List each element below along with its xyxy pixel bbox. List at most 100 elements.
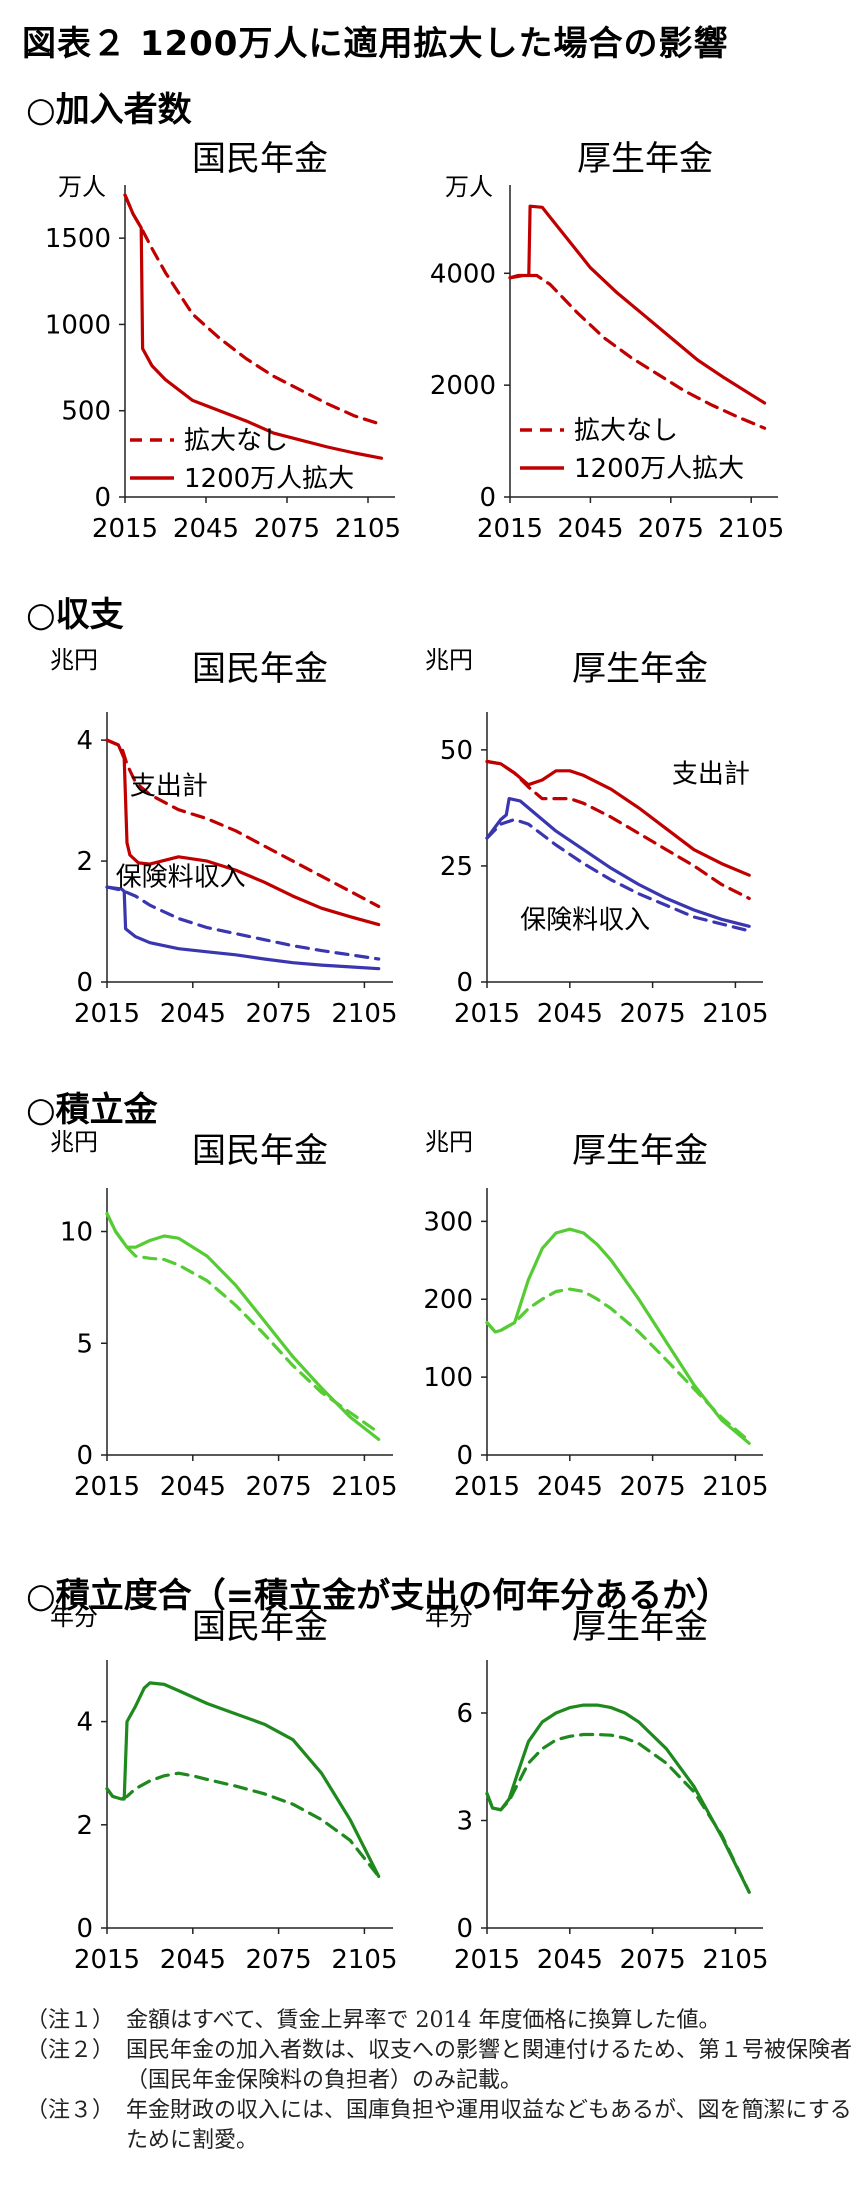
y-tick-label: 10 xyxy=(60,1218,93,1248)
y-tick-label: 100 xyxy=(423,1363,473,1393)
note-text: 金額はすべて、賃金上昇率で 2014 年度価格に換算した値。 xyxy=(126,2008,721,2033)
x-tick-label: 2105 xyxy=(331,1472,397,1502)
chart-panel-c8: 厚生年金 年分 0 3 6 2015 2045 2075 2105 xyxy=(425,1603,768,1975)
legend-label: 拡大なし xyxy=(184,426,288,456)
series-line xyxy=(105,885,381,961)
x-tick-label: 2075 xyxy=(620,1472,686,1502)
x-tick-label: 2045 xyxy=(160,1945,226,1975)
x-tick-label: 2015 xyxy=(74,999,140,1029)
x-tick-label: 2075 xyxy=(638,514,704,544)
y-tick-label: 6 xyxy=(456,1699,473,1729)
y-tick-label: 0 xyxy=(76,1441,93,1471)
series-line xyxy=(485,1703,751,1894)
x-tick-label: 2015 xyxy=(454,1945,520,1975)
x-tick-label: 2075 xyxy=(620,1945,686,1975)
x-tick-label: 2105 xyxy=(331,999,397,1029)
note-text: 国民年金の加入者数は、収支への影響と関連付けるため、第１号被保険者（国民年金保険… xyxy=(126,2038,853,2093)
y-tick-label: 4 xyxy=(76,726,93,756)
legend-label: 1200万人拡大 xyxy=(574,454,744,484)
chart-panel-c5: 国民年金 兆円 0 5 10 2015 2045 2075 2105 xyxy=(50,1128,397,1502)
y-axis-unit: 万人 xyxy=(445,173,493,201)
y-tick-label: 3 xyxy=(456,1807,473,1837)
series-line xyxy=(485,759,751,901)
y-tick-label: 0 xyxy=(456,1914,473,1944)
x-tick-label: 2105 xyxy=(702,1945,768,1975)
x-tick-label: 2105 xyxy=(331,1945,397,1975)
section-heading-members: ○加入者数 xyxy=(26,90,192,130)
series-line xyxy=(485,796,751,928)
y-tick-label: 0 xyxy=(76,968,93,998)
x-tick-label: 2045 xyxy=(537,999,603,1029)
x-tick-label: 2045 xyxy=(173,514,239,544)
note-label: （注２） xyxy=(26,2038,115,2063)
series-line xyxy=(105,738,381,927)
x-tick-label: 2075 xyxy=(246,999,312,1029)
y-axis-unit: 万人 xyxy=(58,173,106,201)
chart-panel-c6: 厚生年金 兆円 0 100 200 300 2015 2045 2075 2105 xyxy=(423,1128,768,1502)
x-tick-label: 2015 xyxy=(454,1472,520,1502)
x-tick-label: 2105 xyxy=(702,999,768,1029)
x-tick-label: 2075 xyxy=(254,514,320,544)
y-tick-label: 5 xyxy=(76,1329,93,1359)
y-tick-label: 0 xyxy=(94,483,111,513)
series-line xyxy=(485,1287,751,1443)
note-text: 年金財政の収入には、国庫負担や運用収益などもあるが、図を簡潔にするために割愛。 xyxy=(126,2098,852,2153)
y-tick-label: 200 xyxy=(423,1285,473,1315)
series-line xyxy=(485,1732,751,1894)
x-tick-label: 2105 xyxy=(335,514,401,544)
note-2: （注２） 国民年金の加入者数は、収支への影響と関連付けるため、第１号被保険者（国民… xyxy=(26,2036,856,2096)
y-axis-unit: 兆円 xyxy=(50,646,98,674)
series-line xyxy=(105,1211,381,1435)
series-line xyxy=(105,1211,381,1442)
legend-label: 拡大なし xyxy=(574,416,678,446)
y-tick-label: 2 xyxy=(76,847,93,877)
y-tick-label: 25 xyxy=(440,852,473,882)
y-tick-label: 0 xyxy=(76,1914,93,1944)
series-line xyxy=(105,885,381,971)
series-annotation: 支出計 xyxy=(130,772,208,802)
y-tick-label: 2000 xyxy=(430,371,496,401)
y-tick-label: 300 xyxy=(423,1207,473,1237)
x-tick-label: 2045 xyxy=(537,1472,603,1502)
chart-panel-c7: 国民年金 年分 0 2 4 2015 2045 2075 2105 xyxy=(50,1603,397,1975)
legend-label: 1200万人拡大 xyxy=(184,464,354,494)
y-tick-label: 500 xyxy=(61,397,111,427)
x-tick-label: 2045 xyxy=(557,514,623,544)
y-axis-unit: 年分 xyxy=(50,1603,98,1631)
figure-title: 図表２ 1200万人に適用拡大した場合の影響 xyxy=(22,24,729,64)
x-tick-label: 2045 xyxy=(160,999,226,1029)
series-annotation: 保険料収入 xyxy=(116,862,246,892)
x-tick-label: 2075 xyxy=(246,1472,312,1502)
x-tick-label: 2045 xyxy=(537,1945,603,1975)
section-heading-reserve: ○積立金 xyxy=(26,1090,158,1130)
chart-title: 厚生年金 xyxy=(572,1607,708,1647)
chart-title: 厚生年金 xyxy=(577,139,713,179)
x-tick-label: 2105 xyxy=(702,1472,768,1502)
x-tick-label: 2015 xyxy=(454,999,520,1029)
section-heading-balance: ○収支 xyxy=(26,595,124,635)
y-tick-label: 0 xyxy=(456,1441,473,1471)
note-3: （注３） 年金財政の収入には、国庫負担や運用収益などもあるが、図を簡潔にするために… xyxy=(26,2096,856,2156)
y-tick-label: 2 xyxy=(76,1811,93,1841)
y-tick-label: 0 xyxy=(456,968,473,998)
series-annotation: 支出計 xyxy=(672,759,750,789)
series-line xyxy=(508,204,767,405)
series-line xyxy=(485,1227,751,1445)
y-tick-label: 50 xyxy=(440,736,473,766)
y-axis-unit: 兆円 xyxy=(50,1128,98,1156)
x-tick-label: 2015 xyxy=(92,514,158,544)
y-tick-label: 4 xyxy=(76,1708,93,1738)
y-axis-unit: 兆円 xyxy=(425,646,473,674)
chart-title: 国民年金 xyxy=(192,1607,328,1647)
chart-title: 厚生年金 xyxy=(572,649,708,689)
note-label: （注３） xyxy=(26,2098,115,2123)
series-line xyxy=(485,817,751,933)
x-tick-label: 2015 xyxy=(477,514,543,544)
x-tick-label: 2015 xyxy=(74,1945,140,1975)
series-line xyxy=(105,1771,381,1879)
series-line xyxy=(105,1681,381,1879)
